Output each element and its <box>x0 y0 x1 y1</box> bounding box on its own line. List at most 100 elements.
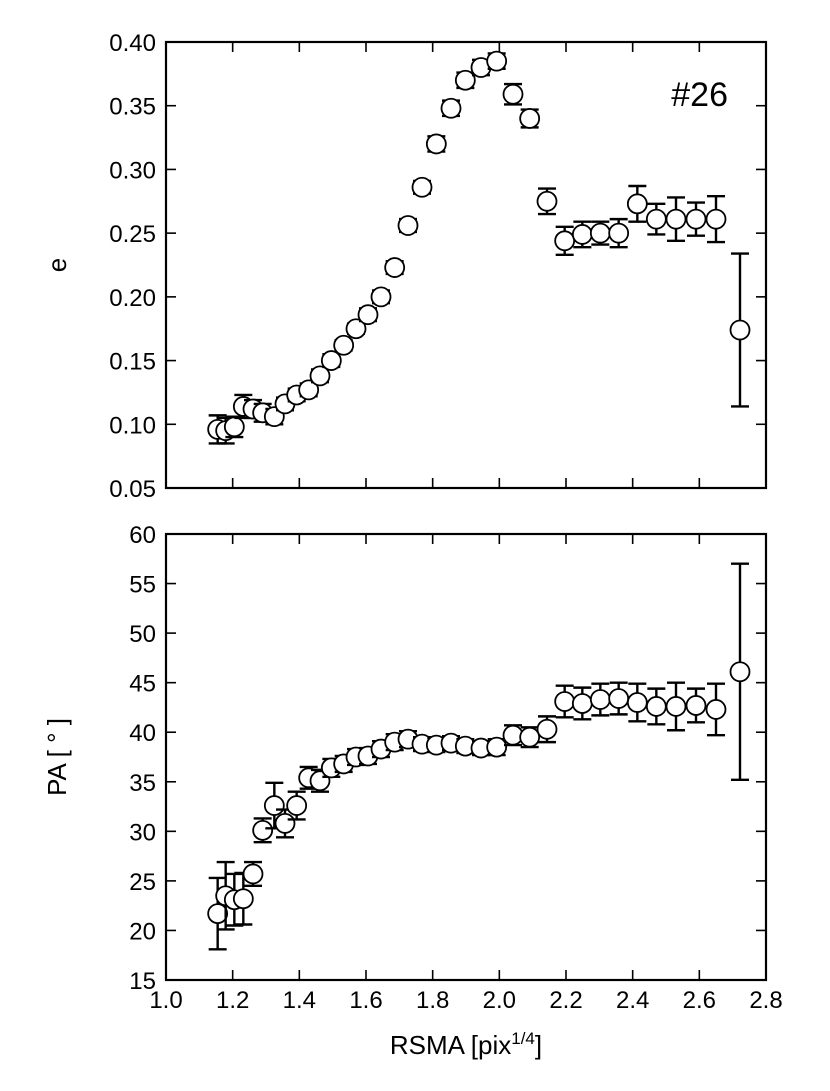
x-axis-title-sup: 1/4 <box>511 1029 535 1048</box>
point-marker <box>286 795 308 816</box>
data-point <box>486 50 508 72</box>
y-tick-label: 35 <box>129 770 156 797</box>
x-tick-label: 1.4 <box>283 987 316 1014</box>
point-marker <box>608 688 630 709</box>
data-point <box>286 790 308 821</box>
point-marker <box>357 304 379 326</box>
data-point <box>345 318 367 340</box>
y-tick-label: 0.30 <box>109 157 156 184</box>
point-marker <box>486 50 508 72</box>
point-marker <box>242 863 264 885</box>
data-point <box>729 562 751 781</box>
point-marker <box>589 222 611 244</box>
point-marker <box>626 193 648 215</box>
y-tick-label: 0.10 <box>109 412 156 439</box>
point-marker <box>207 903 229 924</box>
x-tick-label: 2.6 <box>683 987 716 1014</box>
data-point <box>357 304 379 326</box>
y-tick-label: 0.40 <box>109 30 156 57</box>
point-marker <box>554 230 576 252</box>
x-tick-label: 1.8 <box>416 987 449 1014</box>
point-marker <box>589 689 611 710</box>
data-point <box>333 334 355 356</box>
point-marker <box>298 379 320 401</box>
data-point <box>589 682 611 717</box>
data-point <box>685 201 707 237</box>
data-point <box>626 682 648 723</box>
point-marker <box>274 813 296 834</box>
x-tick-label: 2.8 <box>749 987 782 1014</box>
point-marker <box>536 718 558 740</box>
data-point <box>626 184 648 223</box>
y-tick-label: 20 <box>129 918 156 945</box>
point-marker <box>384 257 406 278</box>
point-marker <box>665 696 687 717</box>
point-marker <box>705 699 727 720</box>
point-marker <box>252 819 274 841</box>
point-marker <box>320 350 342 371</box>
data-point <box>645 202 667 236</box>
data-point <box>571 220 593 249</box>
point-marker <box>729 319 751 341</box>
data-point <box>554 684 576 719</box>
x-tick-label: 1.0 <box>149 987 182 1014</box>
data-point <box>705 682 727 737</box>
y-axis-title: e <box>42 258 72 272</box>
point-marker <box>519 726 541 748</box>
data-point <box>252 817 274 844</box>
point-marker <box>519 108 541 129</box>
data-point <box>411 176 433 198</box>
x-tick-label: 1.2 <box>216 987 249 1014</box>
data-point <box>502 724 524 747</box>
data-point <box>454 735 476 757</box>
y-tick-label: 0.05 <box>109 476 156 503</box>
data-point <box>519 108 541 129</box>
point-marker <box>665 208 687 230</box>
data-point <box>425 133 447 155</box>
point-marker <box>345 318 367 340</box>
x-axis-title: RSMA [pix1/4] <box>390 1029 542 1060</box>
point-marker <box>608 222 630 244</box>
plot-frame <box>164 40 768 490</box>
data-point <box>486 736 508 758</box>
x-axis-title-main: RSMA [pix <box>390 1030 511 1060</box>
point-marker <box>232 888 254 910</box>
x-tick-label: 1.6 <box>349 987 382 1014</box>
data-point <box>645 687 667 726</box>
y-tick-label: 0.35 <box>109 94 156 121</box>
point-marker <box>571 224 593 245</box>
x-tick-label: 2.4 <box>616 987 649 1014</box>
data-point <box>454 69 476 91</box>
data-point <box>665 681 687 732</box>
point-marker <box>685 208 707 230</box>
data-point <box>665 196 687 242</box>
data-point <box>397 215 419 236</box>
y-tick-label: 45 <box>129 671 156 698</box>
y-tick-label: 0.25 <box>109 221 156 248</box>
y-tick-label: 50 <box>129 621 156 648</box>
y-tick-label: 30 <box>129 819 156 846</box>
y-tick-label: 40 <box>129 720 156 747</box>
data-point <box>536 715 558 744</box>
data-point <box>333 753 355 775</box>
point-marker <box>729 661 751 683</box>
data-point <box>370 286 392 308</box>
point-marker <box>626 692 648 713</box>
point-marker <box>397 215 419 236</box>
data-point <box>589 220 611 246</box>
data-point <box>242 860 264 888</box>
data-point <box>320 350 342 371</box>
panel-annotation: #26 <box>671 76 728 114</box>
data-point <box>571 686 593 721</box>
point-marker <box>309 365 331 387</box>
point-marker <box>645 208 667 230</box>
point-marker <box>685 695 707 716</box>
x-tick-label: 2.2 <box>549 987 582 1014</box>
data-point <box>298 379 320 401</box>
x-tick-label: 2.0 <box>483 987 516 1014</box>
data-point <box>384 257 406 278</box>
point-marker <box>425 133 447 155</box>
point-marker <box>263 795 285 816</box>
data-point <box>705 194 727 244</box>
